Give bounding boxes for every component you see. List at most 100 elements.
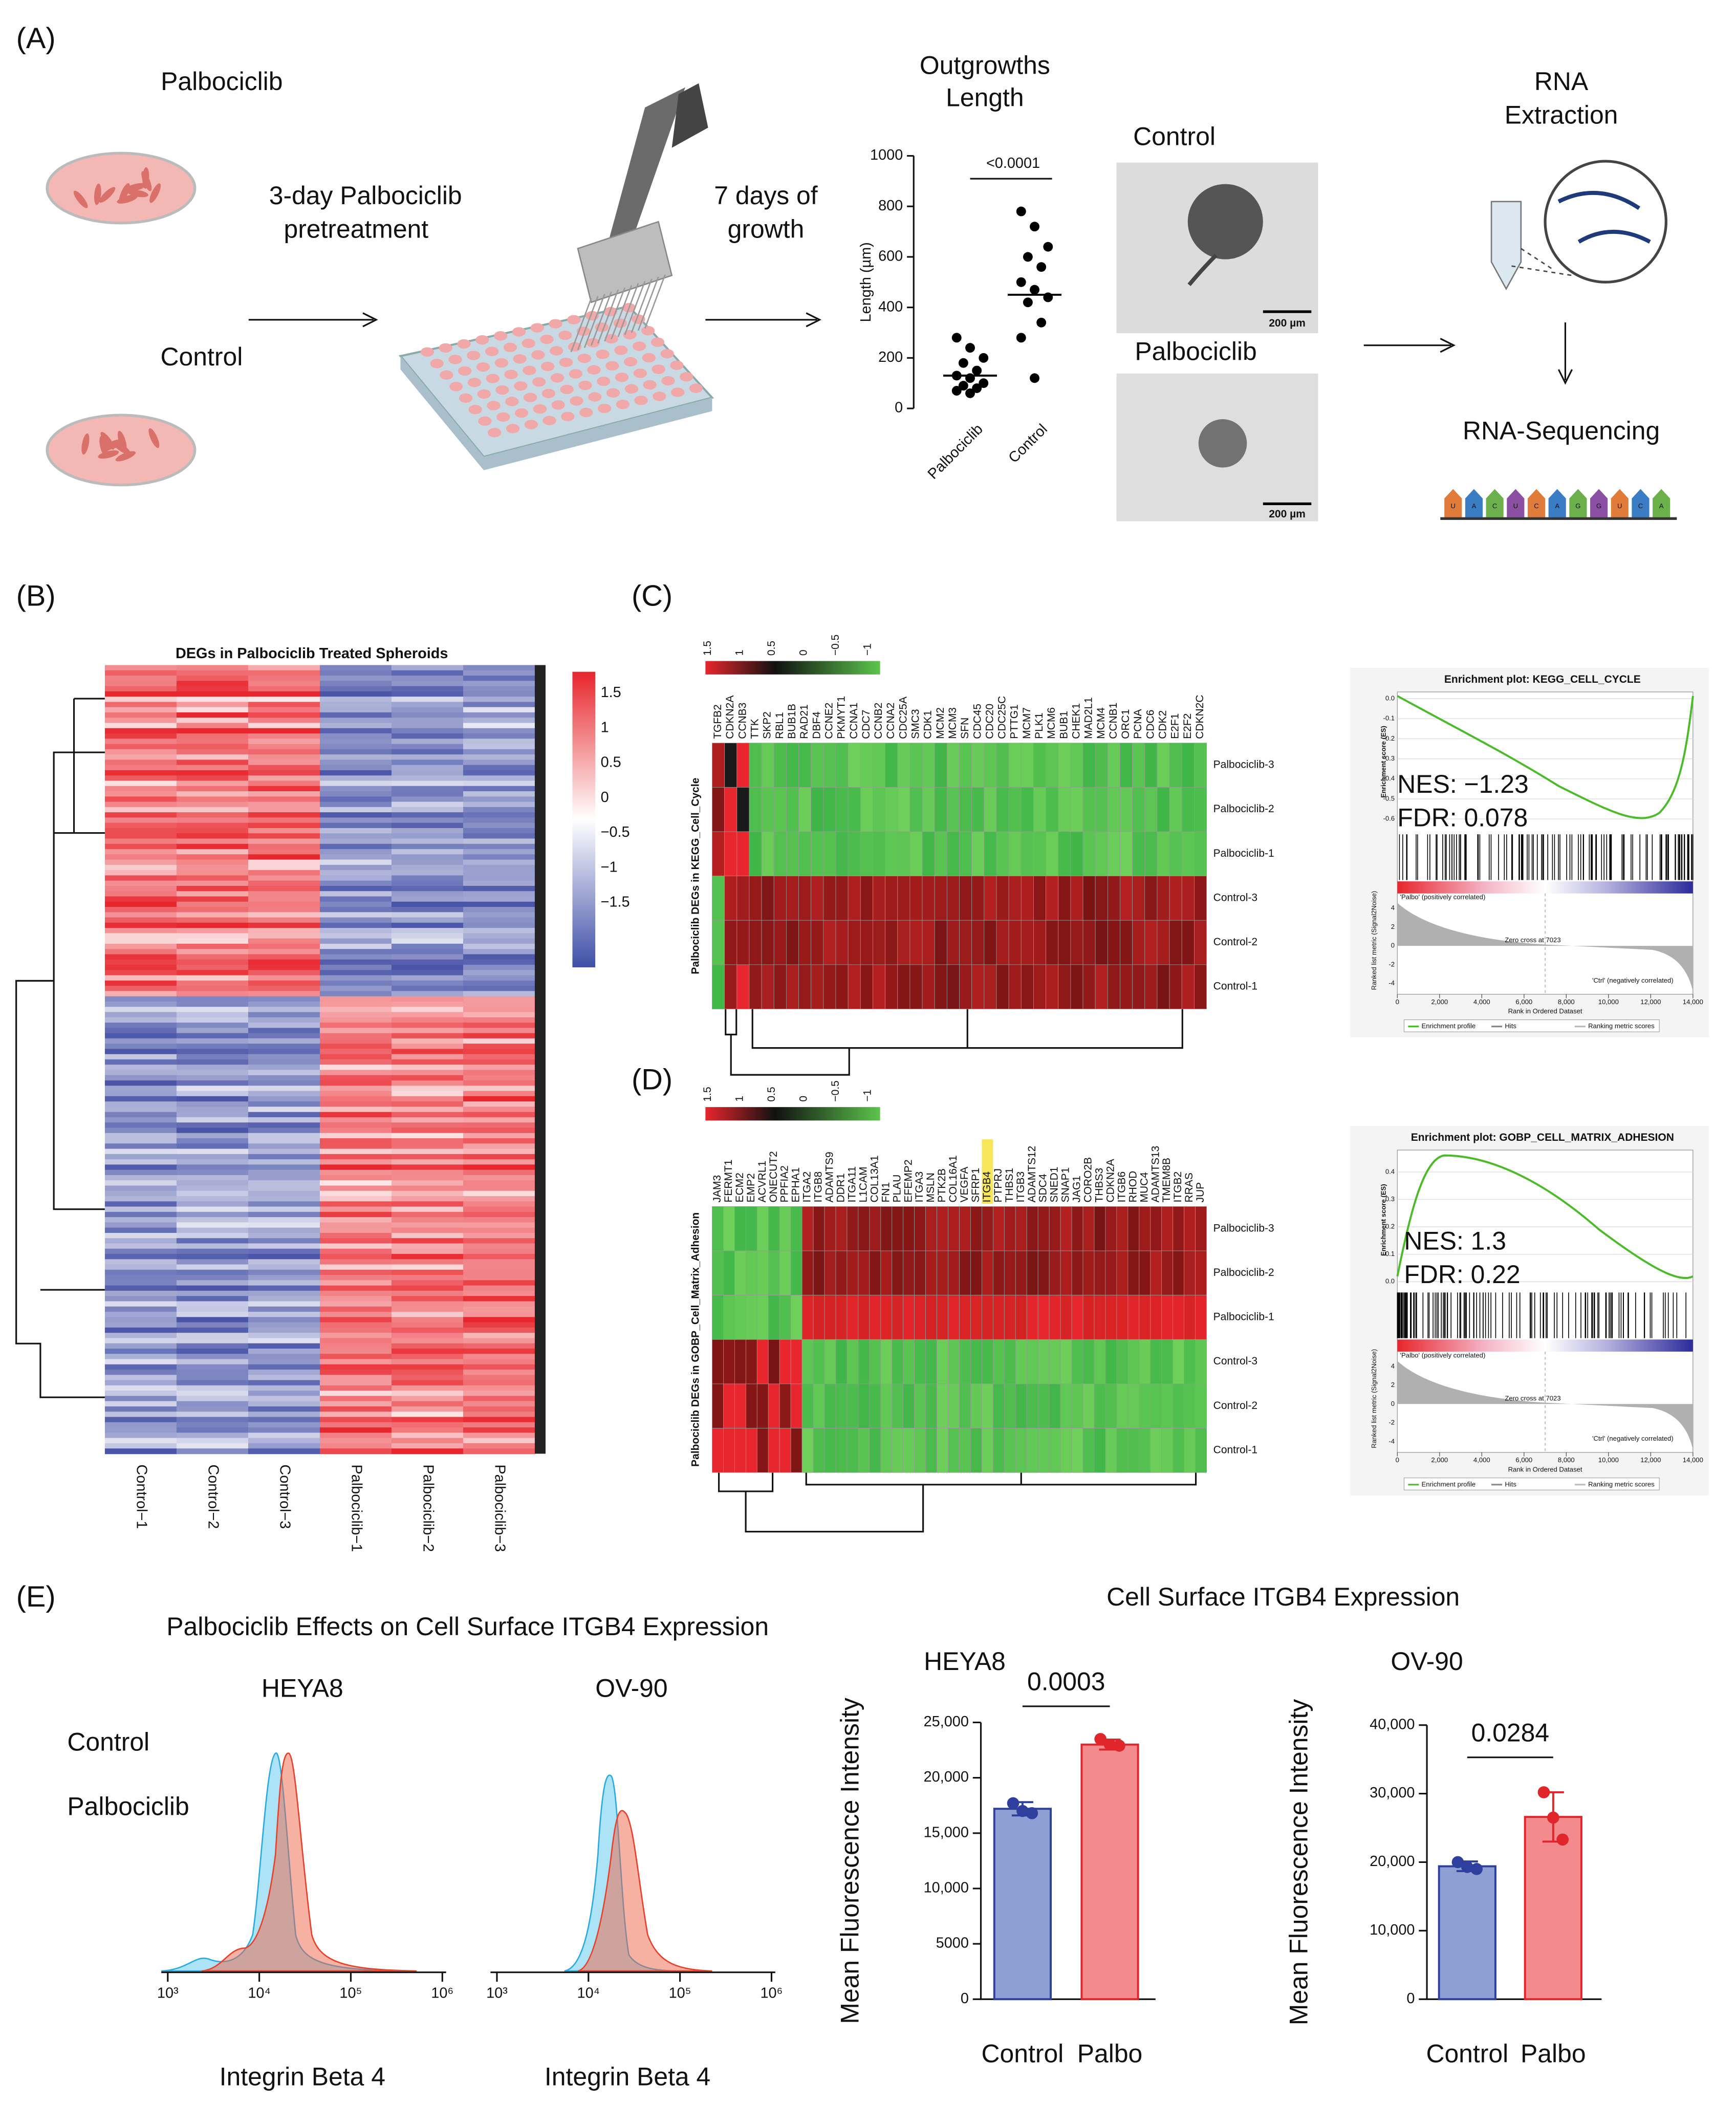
heatmap-cell [319, 1164, 392, 1170]
heatmap-cell [798, 831, 812, 876]
heatmap-cell [319, 1028, 392, 1034]
cell [73, 190, 88, 208]
heatmap-cell [463, 1359, 535, 1365]
well [458, 366, 472, 376]
heatmap-cell [104, 1049, 177, 1055]
well [641, 326, 655, 336]
heatmap-cell [104, 718, 177, 724]
heatmap-cell [391, 864, 464, 871]
heatmap-cell [869, 1383, 881, 1428]
heatmap-cell [104, 681, 177, 687]
legend-box [1403, 1478, 1660, 1490]
heatmap-cell [319, 849, 392, 855]
heatmap-cell [391, 1354, 464, 1360]
base [1590, 489, 1608, 517]
heatmap-cell [391, 880, 464, 886]
gene-label: MCM3 [947, 707, 959, 739]
heatmap-cell [248, 1280, 320, 1286]
y-tick-label: 0.2 [1385, 1223, 1395, 1230]
heatmap-cell [925, 1428, 937, 1473]
heatmap-cell [391, 828, 464, 834]
heatmap-cell [463, 954, 535, 960]
scale-label: 200 µm [1269, 317, 1306, 329]
heatmap-cell [248, 1148, 320, 1155]
heatmap-cell [970, 1383, 982, 1428]
well [541, 388, 556, 398]
heatmap-cell [768, 1250, 780, 1296]
y-tick-label: 20,000 [924, 1769, 969, 1785]
heatmap-cell [463, 880, 535, 886]
tip [590, 291, 612, 346]
heatmap-cell [463, 1175, 535, 1181]
heatmap-cell [892, 1339, 904, 1384]
heatmap-cell [104, 1091, 177, 1097]
heatmap-cell [319, 859, 392, 865]
heatmap-cell [786, 920, 799, 965]
well [503, 342, 517, 352]
heatmap-cell [463, 1364, 535, 1370]
heatmap-cell [811, 787, 824, 832]
data-point [1030, 373, 1039, 383]
heatmap-cell [248, 1243, 320, 1249]
heatmap-cell [463, 1269, 535, 1275]
heatmap-cell [391, 744, 464, 750]
heatmap-cell [176, 723, 249, 729]
heatmap-cell [391, 676, 464, 682]
heatmap-cell [773, 831, 787, 876]
heatmap-cell [1094, 1250, 1106, 1296]
heatmap-cell [391, 1122, 464, 1129]
gsea-title: Enrichment plot: KEGG_CELL_CYCLE [1444, 674, 1641, 685]
heatmap-cell [835, 787, 849, 832]
heatmap-cell [319, 885, 392, 892]
heatmap-cell [1046, 831, 1059, 876]
heatmap-cell [176, 880, 249, 886]
y-tick-label: 400 [878, 298, 903, 315]
heatmap-cell [1070, 920, 1083, 965]
heatmap-cell [319, 1117, 392, 1123]
heatmap-cell [847, 1250, 859, 1296]
heatmap-cell [1008, 876, 1022, 921]
well [596, 350, 610, 359]
heatmap-cell [319, 1401, 392, 1407]
x-tick-label: 10⁵ [339, 1985, 362, 2001]
y-tick-label: 15,000 [924, 1824, 969, 1840]
heatmap-cell [104, 1180, 177, 1186]
heatmap-cell [391, 1269, 464, 1275]
heatmap-cell [745, 1428, 757, 1473]
well [523, 365, 536, 375]
heatmap-cell [813, 1428, 825, 1473]
heatmap-cell [801, 1250, 814, 1296]
heatmap-cell [391, 822, 464, 829]
row-label: Control-1 [1213, 981, 1257, 992]
heatmap-cell [391, 1264, 464, 1270]
heatmap-cell [104, 870, 177, 876]
heatmap-cell [248, 1028, 320, 1034]
heatmap-cell [761, 787, 774, 832]
heatmap-cell [319, 1422, 392, 1428]
heatmap-cell [1157, 964, 1170, 1009]
heatmap-cell [176, 1117, 249, 1123]
heatmap-cell [768, 1206, 780, 1251]
heatmap-cell [463, 1285, 535, 1291]
heatmap-cell [248, 707, 320, 713]
heatmap-cell [858, 1295, 870, 1340]
heatmap-cell [1058, 743, 1071, 788]
heatmap-cell [248, 1080, 320, 1087]
heatmap-cell [1120, 920, 1133, 965]
heatmap-cell [463, 1017, 535, 1023]
heatmap-cell [319, 1227, 392, 1233]
well [513, 354, 527, 364]
heatmap-cell [1082, 1295, 1095, 1340]
heatmap-cell [104, 1333, 177, 1339]
heatmap-cell [391, 1175, 464, 1181]
well [533, 404, 547, 414]
heatmap-cell [1004, 1383, 1016, 1428]
well [569, 369, 582, 379]
heatmap-cell [248, 1248, 320, 1254]
legend-entry: Ranking metric scores [1588, 1022, 1655, 1030]
heatmap-cell [463, 917, 535, 923]
heatmap-cell [104, 1370, 177, 1376]
heatmap-cell [176, 1348, 249, 1355]
heatmap-cell [463, 891, 535, 897]
well [478, 416, 492, 426]
